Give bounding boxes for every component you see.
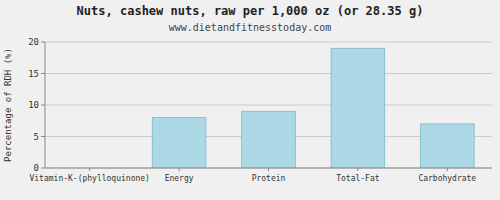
grid-line [45,73,492,74]
x-tick-label: Energy [165,174,194,183]
x-tick-label: Total-Fat [336,174,380,183]
x-tick-label: Protein [252,174,286,183]
y-tick [41,42,45,43]
y-axis-line [45,42,46,168]
x-tick [179,168,180,171]
bars [152,48,474,168]
y-tick [41,136,45,137]
y-tick-label: 20 [28,37,39,47]
y-tick [41,105,45,106]
y-tick-label: 0 [34,163,39,173]
chart-svg: Nuts, cashew nuts, raw per 1,000 oz (or … [0,0,500,200]
y-axis-label: Percentage of RDH (%) [3,48,13,162]
x-tick [447,168,448,171]
x-tick-label: Vitamin-K-(phylloquinone) [29,174,149,183]
grid-line [45,42,492,43]
chart-container: Nuts, cashew nuts, raw per 1,000 oz (or … [0,0,500,200]
bar [242,111,296,168]
bar [331,48,385,168]
x-tick [89,168,90,171]
bar [152,118,206,168]
x-tick [357,168,358,171]
x-tick [268,168,269,171]
grid-line [45,105,492,106]
y-tick-label: 15 [28,69,39,79]
title: Nuts, cashew nuts, raw per 1,000 oz (or … [77,4,424,18]
subtitle: www.dietandfitnesstoday.com [169,22,332,33]
y-tick [41,168,45,169]
bar [420,124,474,168]
x-tick-label: Carbohydrate [418,174,476,183]
y-tick-label: 5 [34,132,39,142]
y-tick-label: 10 [28,100,39,110]
y-tick [41,73,45,74]
